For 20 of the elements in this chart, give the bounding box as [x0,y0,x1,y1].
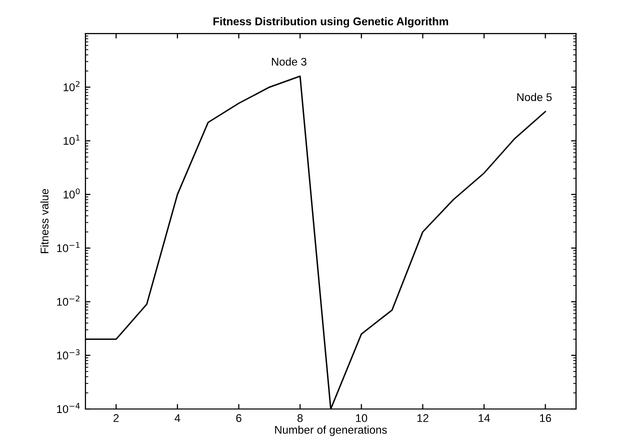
x-tick-label: 12 [417,414,428,422]
x-tick-label: 4 [174,414,180,422]
x-tick-label: 10 [356,414,368,422]
chart-title: Fitness Distribution using Genetic Algorithm [213,17,448,28]
y-tick-label: 10$^{−4}$ [57,403,80,414]
x-axis-title: Number of generations [275,426,387,436]
x-tick-label: 16 [540,414,552,422]
y-axis-title: Fitness value [40,189,49,254]
x-tick-label: 8 [297,414,303,422]
x-tick-label: 6 [236,414,242,422]
y-tick-label: 10$^{2}$ [64,81,80,92]
y-tick-label: 10$^{1}$ [64,134,80,145]
annotation: Node 5 [517,92,552,102]
y-tick-label: 10$^{−2}$ [57,296,80,306]
y-tick-label: 10$^{−3}$ [57,349,80,360]
y-tick-label: 10$^{0}$ [64,188,80,198]
y-tick-label: 10$^{−1}$ [57,242,80,252]
x-tick-label: 14 [478,414,490,422]
annotation: Node 3 [272,58,306,66]
x-tick-label: 2 [114,414,119,422]
